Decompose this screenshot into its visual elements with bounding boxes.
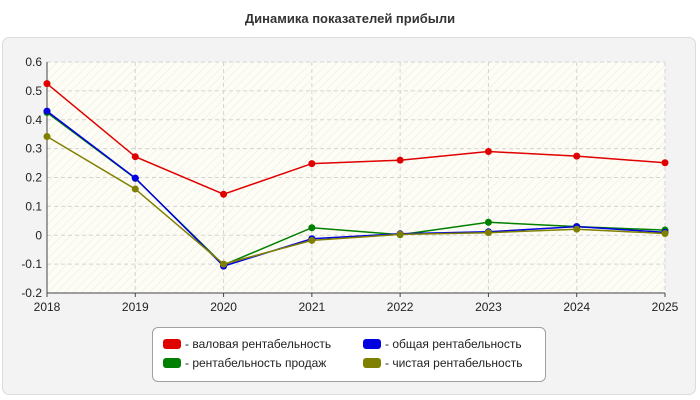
data-point	[308, 224, 316, 232]
x-tick-label: 2025	[652, 300, 679, 314]
legend-label: - чистая рентабельность	[385, 356, 523, 370]
legend-item: - чистая рентабельность	[363, 355, 522, 371]
data-point	[43, 107, 51, 115]
series-line	[46, 135, 666, 265]
legend-item: - рентабельность продаж	[163, 355, 326, 371]
data-point	[220, 260, 228, 268]
series-line	[46, 83, 666, 196]
y-tick-label: 0.4	[25, 113, 42, 127]
data-point	[220, 190, 228, 198]
legend-item: - валовая рентабельность	[163, 336, 331, 352]
data-point	[131, 185, 139, 193]
legend-swatch	[363, 358, 381, 368]
series-3	[43, 132, 669, 268]
data-point	[131, 153, 139, 161]
y-tick-label: 0.1	[25, 199, 42, 213]
x-tick-label: 2024	[563, 300, 590, 314]
legend-swatch	[163, 339, 181, 349]
y-tick-label: 0.3	[25, 142, 42, 156]
series-lines	[43, 80, 669, 270]
data-point	[573, 225, 581, 233]
data-point	[43, 132, 51, 140]
data-point	[396, 156, 404, 164]
data-point	[573, 152, 581, 160]
y-tick-label: -0.1	[21, 257, 42, 271]
legend-label: - общая рентабельность	[385, 337, 522, 351]
y-tick-label: 0.2	[25, 171, 42, 185]
x-tick-label: 2020	[210, 300, 237, 314]
data-point	[308, 160, 316, 168]
y-tick-label: 0.5	[25, 84, 42, 98]
x-tick-label: 2019	[122, 300, 149, 314]
legend-label: - рентабельность продаж	[185, 356, 327, 370]
data-point	[484, 218, 492, 226]
x-tick-label: 2023	[475, 300, 502, 314]
y-tick-label: -0.2	[21, 286, 42, 300]
legend-item: - общая рентабельность	[363, 336, 522, 352]
x-tick-label: 2022	[387, 300, 414, 314]
data-point	[484, 229, 492, 237]
chart-title: Динамика показателей прибыли	[244, 11, 456, 26]
legend-label: - валовая рентабельность	[185, 337, 332, 351]
x-tick-label: 2018	[34, 300, 61, 314]
series-line	[46, 110, 666, 267]
legend-swatch	[363, 339, 381, 349]
gridlines	[46, 61, 666, 294]
data-point	[43, 80, 51, 88]
legend-swatch	[163, 358, 181, 368]
data-point	[308, 236, 316, 244]
data-point	[661, 230, 669, 238]
data-point	[396, 230, 404, 238]
series-0	[43, 80, 669, 198]
x-tick-label: 2021	[299, 300, 326, 314]
chart-legend: - валовая рентабельность - рентабельность…	[152, 327, 546, 382]
y-tick-label: 0.6	[25, 55, 42, 69]
data-point	[484, 148, 492, 156]
data-point	[131, 174, 139, 182]
data-point	[661, 159, 669, 167]
y-tick-label: 0	[35, 228, 42, 242]
